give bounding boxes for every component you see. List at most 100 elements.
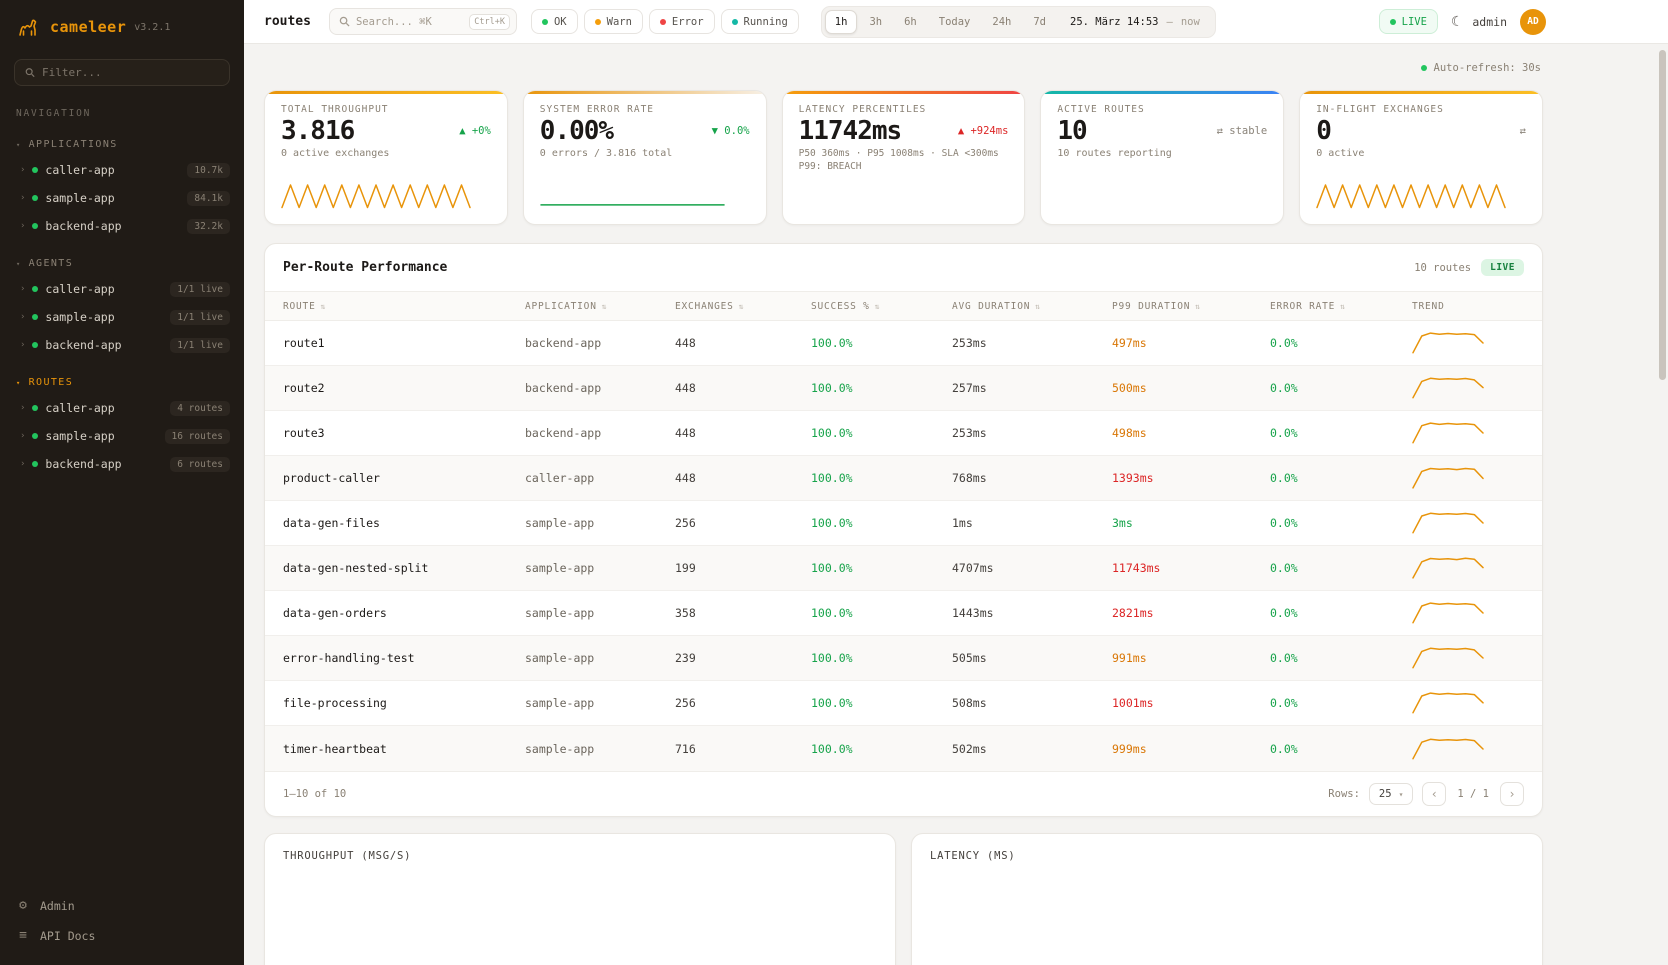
search-icon [339, 16, 350, 27]
status-dot [32, 314, 39, 320]
column-header-avg-duration[interactable]: AVG DURATION ⇅ [952, 300, 1041, 312]
route-exchanges: 716 [675, 741, 696, 756]
route-p99-duration: 2821ms [1112, 606, 1154, 620]
table-row[interactable]: route1 backend-app 448 100.0% 253ms 497m… [265, 321, 1542, 366]
route-error-rate: 0.0% [1270, 516, 1298, 530]
column-header-error-rate[interactable]: ERROR RATE ⇅ [1270, 300, 1346, 312]
table-row[interactable]: data-gen-files sample-app 256 100.0% 1ms… [265, 501, 1542, 546]
table-row[interactable]: product-caller caller-app 448 100.0% 768… [265, 456, 1542, 501]
filter-input[interactable] [42, 66, 219, 79]
column-header-exchanges[interactable]: EXCHANGES ⇅ [675, 300, 745, 312]
topbar: routes Ctrl+K OK Warn E [244, 0, 1668, 44]
docs-icon: ≡ [19, 928, 27, 943]
route-exchanges: 448 [675, 471, 696, 485]
kpi-card-latency-percentiles: LATENCY PERCENTILES 11742ms ▲ +924ms P50… [781, 90, 1026, 225]
table-row[interactable]: route2 backend-app 448 100.0% 257ms 500m… [265, 366, 1542, 411]
status-filter-chips: OK Warn Error Running [530, 9, 799, 34]
chevron-right-icon: › [20, 165, 26, 175]
table-row[interactable]: file-processing sample-app 256 100.0% 50… [265, 681, 1542, 726]
section-header-agents[interactable]: ▾ AGENTS [0, 254, 244, 275]
running-dot-icon [731, 18, 738, 25]
route-avg-duration: 253ms [952, 336, 987, 350]
route-name: data-gen-files [283, 516, 380, 530]
table-row[interactable]: data-gen-orders sample-app 358 100.0% 14… [265, 591, 1542, 636]
route-avg-duration: 253ms [952, 426, 987, 440]
sidebar-item-admin[interactable]: ⚙ Admin [16, 898, 228, 913]
kpi-sparkline [281, 180, 491, 214]
sidebar-item-agent-sample[interactable]: › sample-app 1/1 live [0, 303, 244, 331]
item-label: backend-app [45, 338, 122, 352]
item-badge: 6 routes [170, 456, 230, 472]
user-avatar[interactable]: AD [1520, 8, 1546, 35]
range-button-1h[interactable]: 1h [824, 9, 858, 34]
sidebar-item-app-backend[interactable]: › backend-app 32.2k [0, 212, 244, 240]
app-logo[interactable]: cameleer v3.2.1 [0, 0, 244, 47]
range-button-7d[interactable]: 7d [1033, 15, 1046, 28]
item-badge: 16 routes [164, 428, 230, 444]
route-avg-duration: 508ms [952, 696, 987, 710]
column-header-application[interactable]: APPLICATION ⇅ [525, 300, 608, 312]
filter-chip-error[interactable]: Error [648, 9, 715, 34]
search-shortcut-kbd: Ctrl+K [469, 13, 510, 30]
page-scrollbar[interactable] [1659, 50, 1666, 380]
sidebar-item-api-docs[interactable]: ≡ API Docs [16, 928, 228, 943]
route-avg-duration: 1ms [952, 516, 973, 530]
sidebar-item-agent-caller[interactable]: › caller-app 1/1 live [0, 275, 244, 303]
table-row[interactable]: timer-heartbeat sample-app 716 100.0% 50… [265, 726, 1542, 771]
sidebar: cameleer v3.2.1 NAVIGATION ▾ APPLICATION… [0, 0, 244, 965]
kpi-value: 0 [1316, 116, 1332, 146]
prev-page-button[interactable]: ‹ [1422, 782, 1447, 806]
range-button-today[interactable]: Today [938, 15, 971, 28]
range-button-6h[interactable]: 6h [904, 15, 917, 28]
range-end: now [1180, 15, 1200, 28]
status-dot [32, 223, 39, 229]
latency-chart-card: LATENCY (MS) [911, 833, 1543, 965]
chevron-right-icon: › [20, 221, 26, 231]
filter-chip-ok[interactable]: OK [530, 9, 578, 34]
section-header-applications[interactable]: ▾ APPLICATIONS [0, 135, 244, 156]
table-row[interactable]: data-gen-nested-split sample-app 199 100… [265, 546, 1542, 591]
item-badge: 1/1 live [170, 309, 230, 325]
search-box[interactable]: Ctrl+K [328, 8, 517, 35]
sidebar-filter-box[interactable] [14, 59, 230, 86]
route-exchanges: 256 [675, 516, 696, 530]
sidebar-item-app-caller[interactable]: › caller-app 10.7k [0, 156, 244, 184]
next-page-button[interactable]: › [1500, 782, 1524, 806]
filter-chip-warn[interactable]: Warn [583, 9, 643, 34]
table-row[interactable]: error-handling-test sample-app 239 100.0… [265, 636, 1542, 681]
section-header-routes[interactable]: ▾ ROUTES [0, 373, 244, 394]
route-trend-sparkline [1412, 600, 1524, 626]
sidebar-item-routes-caller[interactable]: › caller-app 4 routes [0, 394, 244, 422]
item-label: sample-app [45, 429, 115, 443]
route-exchanges: 199 [675, 561, 696, 575]
route-success-rate: 100.0% [811, 606, 853, 620]
sidebar-item-agent-backend[interactable]: › backend-app 1/1 live [0, 331, 244, 359]
route-name: file-processing [283, 696, 387, 710]
table-row[interactable]: route3 backend-app 448 100.0% 253ms 498m… [265, 411, 1542, 456]
route-application: sample-app [525, 516, 595, 530]
range-button-24h[interactable]: 24h [992, 15, 1012, 28]
sidebar-item-app-sample[interactable]: › sample-app 84.1k [0, 184, 244, 212]
chevron-right-icon: › [20, 340, 26, 350]
route-avg-duration: 768ms [952, 471, 987, 485]
kpi-delta: ⇄ [1519, 125, 1526, 137]
route-success-rate: 100.0% [811, 426, 853, 440]
sidebar-item-routes-sample[interactable]: › sample-app 16 routes [0, 422, 244, 450]
route-application: backend-app [525, 336, 602, 350]
theme-toggle-moon-icon[interactable]: ☾ [1450, 13, 1460, 30]
live-status-badge[interactable]: LIVE [1378, 9, 1438, 34]
column-header-success[interactable]: SUCCESS % ⇅ [811, 300, 881, 312]
range-button-3h[interactable]: 3h [869, 15, 883, 28]
sort-icon: ⇅ [1195, 301, 1201, 311]
rows-per-page-select[interactable]: 25 ▾ [1368, 783, 1414, 805]
column-header-p99-duration[interactable]: P99 DURATION ⇅ [1112, 300, 1201, 312]
column-header-route[interactable]: ROUTE ⇅ [283, 300, 327, 312]
item-badge: 1/1 live [170, 337, 230, 353]
kpi-subtext: P50 360ms · P95 1008ms · SLA <300ms [798, 148, 999, 159]
search-input[interactable] [355, 15, 464, 28]
kpi-card-active-routes: ACTIVE ROUTES 10 ⇄ stable 10 routes repo… [1040, 90, 1285, 225]
table-live-badge: LIVE [1481, 259, 1524, 276]
filter-chip-running[interactable]: Running [720, 9, 799, 34]
kpi-card-error-rate: SYSTEM ERROR RATE 0.00% ▼ 0.0% 0 errors … [522, 90, 767, 225]
sidebar-item-routes-backend[interactable]: › backend-app 6 routes [0, 450, 244, 478]
